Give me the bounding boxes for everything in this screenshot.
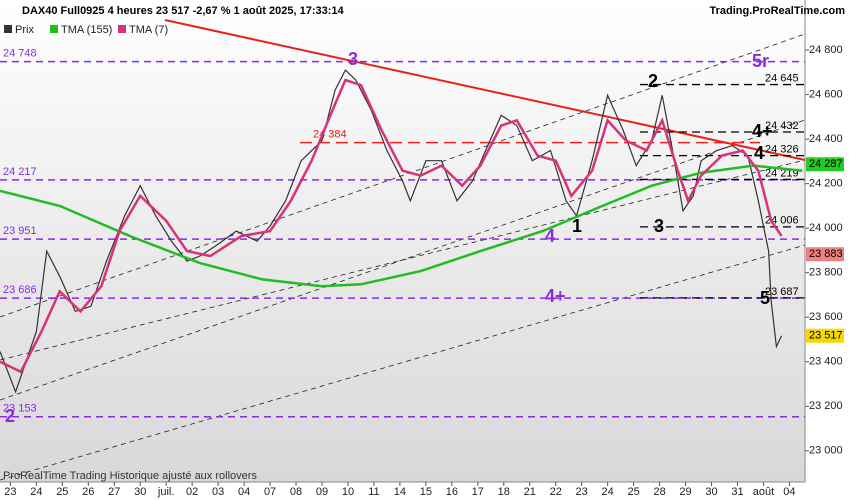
x-tick-label: 25 xyxy=(56,486,68,498)
channel xyxy=(0,33,806,481)
x-tick-label: 07 xyxy=(264,486,276,498)
x-tick-label: 29 xyxy=(679,486,691,498)
brand: Trading.ProRealTime.com xyxy=(709,5,845,17)
x-tick-label: 17 xyxy=(472,486,484,498)
x-tick-label: 15 xyxy=(420,486,432,498)
legend-label: TMA (7) xyxy=(129,24,168,36)
annotation: 3 xyxy=(348,49,358,69)
x-tick-label: 09 xyxy=(316,486,328,498)
axis-bg xyxy=(805,0,850,482)
x-tick-label: 23 xyxy=(4,486,16,498)
y-tick-label: 24 600 xyxy=(809,88,843,100)
level-label: 23 687 xyxy=(765,286,799,298)
x-tick-label: 10 xyxy=(342,486,354,498)
legend-swatch xyxy=(118,25,126,33)
level-label: 24 384 xyxy=(313,129,347,141)
x-tick-label: 04 xyxy=(783,486,795,498)
y-tick-label: 23 800 xyxy=(809,267,843,279)
level-label: 24 748 xyxy=(3,48,37,60)
annotation: 4 xyxy=(754,143,764,163)
x-tick-label: août xyxy=(753,486,774,498)
x-tick-label: 08 xyxy=(290,486,302,498)
y-tick-label: 24 200 xyxy=(809,178,843,190)
x-tick-label: 22 xyxy=(550,486,562,498)
price-tag-label: 24 287 xyxy=(809,158,843,170)
x-tick-label: 04 xyxy=(238,486,250,498)
x-tick-label: 16 xyxy=(446,486,458,498)
price-tag-label: 23 883 xyxy=(809,248,843,260)
y-tick-label: 23 600 xyxy=(809,311,843,323)
annotation: 3 xyxy=(654,216,664,236)
x-tick-label: 18 xyxy=(498,486,510,498)
x-tick-label: 24 xyxy=(30,486,42,498)
x-tick-label: juil. xyxy=(157,486,175,498)
legend-swatch xyxy=(50,25,58,33)
price-tag xyxy=(806,157,844,172)
annotation: 4+ xyxy=(545,286,566,306)
level-label: 23 153 xyxy=(3,403,37,415)
x-tick-label: 28 xyxy=(653,486,665,498)
series-line xyxy=(0,78,783,374)
trend-line xyxy=(164,19,806,161)
series-line xyxy=(0,164,803,288)
x-tick-label: 30 xyxy=(705,486,717,498)
x-tick-label: 14 xyxy=(394,486,406,498)
chart-title: DAX40 Full0925 4 heures 23 517 -2,67 % 1… xyxy=(22,5,345,17)
price-tag xyxy=(806,247,844,262)
y-tick-label: 24 000 xyxy=(809,222,843,234)
level-label: 23 686 xyxy=(3,284,37,296)
price-tag xyxy=(806,328,844,343)
x-tick-label: 26 xyxy=(82,486,94,498)
annotation: 4 xyxy=(545,226,555,246)
annotation: 5 xyxy=(760,288,770,308)
x-tick-label: 21 xyxy=(524,486,536,498)
x-tick-label: 31 xyxy=(731,486,743,498)
annotation: 5r xyxy=(752,51,769,71)
level-label: 24 645 xyxy=(765,72,799,84)
footer: ProRealTime Trading Historique ajusté au… xyxy=(3,470,257,482)
x-tick-label: 11 xyxy=(368,486,379,498)
x-tick-label: 02 xyxy=(186,486,198,498)
x-tick-label: 30 xyxy=(134,486,146,498)
annotation: 4+ xyxy=(752,121,773,141)
legend-label: Prix xyxy=(15,24,34,36)
level-label: 23 951 xyxy=(3,225,37,237)
x-tick-label: 03 xyxy=(212,486,224,498)
x-tick-label: 24 xyxy=(602,486,614,498)
level-label: 24 326 xyxy=(765,144,799,156)
annotation: 2 xyxy=(648,71,658,91)
y-tick-label: 24 800 xyxy=(809,44,843,56)
y-tick-label: 23 400 xyxy=(809,356,843,368)
level-label: 24 217 xyxy=(3,166,37,178)
x-tick-label: 23 xyxy=(576,486,588,498)
y-tick-label: 24 400 xyxy=(809,133,843,145)
y-tick-label: 23 200 xyxy=(809,400,843,412)
legend-label: TMA (155) xyxy=(61,24,112,36)
plot-bg xyxy=(0,0,805,482)
legend-swatch xyxy=(4,25,12,33)
price-tag-label: 23 517 xyxy=(809,330,843,342)
annotation: 1 xyxy=(572,216,582,236)
x-tick-label: 27 xyxy=(108,486,120,498)
y-tick-label: 23 000 xyxy=(809,445,843,457)
level-label: 24 432 xyxy=(765,120,799,132)
annotation: 2 xyxy=(5,406,15,426)
series-line xyxy=(0,69,783,394)
x-tick-label: 25 xyxy=(627,486,639,498)
